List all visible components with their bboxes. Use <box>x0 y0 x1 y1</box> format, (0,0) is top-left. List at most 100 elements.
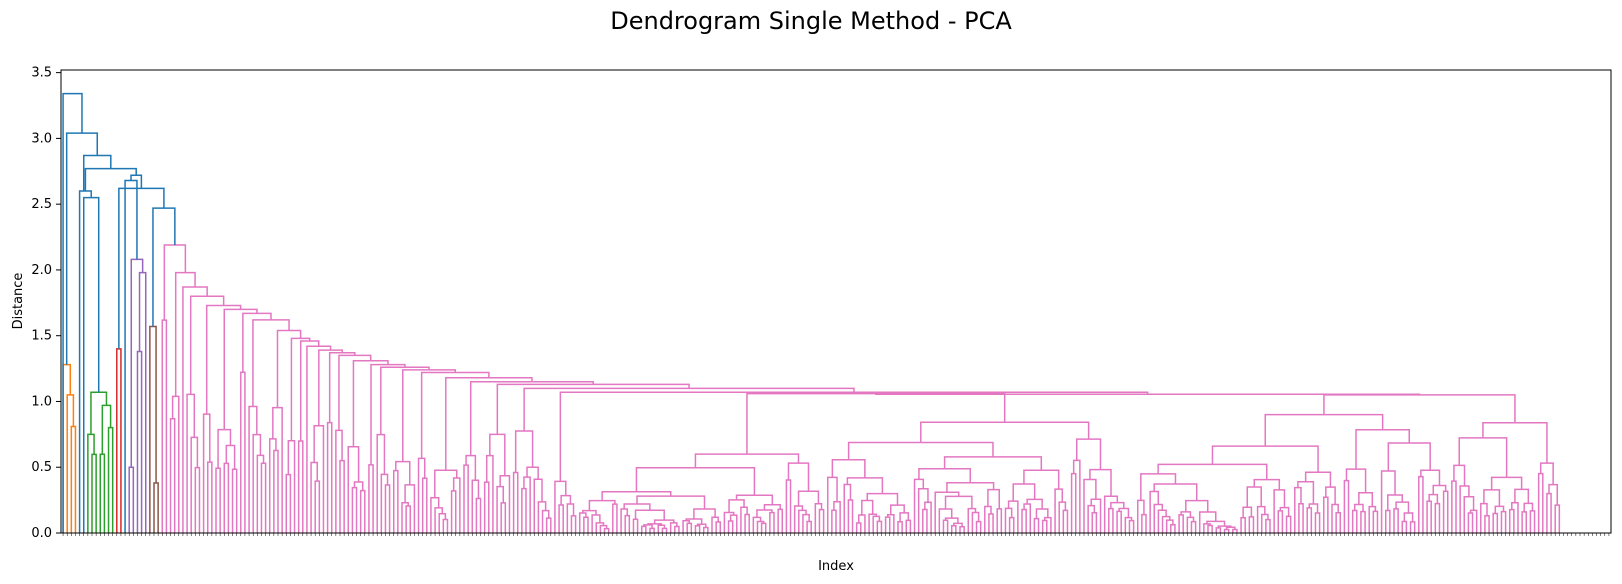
dendrogram-link <box>634 509 665 521</box>
dendrogram-link <box>521 487 527 533</box>
dendrogram-link <box>797 490 820 507</box>
dendrogram-link <box>545 517 552 533</box>
dendrogram-link <box>897 521 903 533</box>
dendrogram-link <box>1322 496 1329 533</box>
dendrogram-link <box>1232 528 1238 533</box>
dendrogram-link <box>124 179 138 533</box>
dendrogram-link <box>1384 509 1391 533</box>
dendrogram-link <box>514 430 534 473</box>
dendrogram-link <box>161 319 168 533</box>
dendrogram-link <box>831 459 866 478</box>
dendrogram-link <box>920 421 1090 443</box>
dendrogram-link <box>1492 512 1499 533</box>
dendrogram-link <box>857 514 866 533</box>
dendrogram-link <box>682 520 691 533</box>
dendrogram-link <box>987 488 1001 509</box>
dendrogram-link <box>988 513 994 533</box>
dendrogram-link <box>442 518 449 533</box>
dendrogram-link <box>496 485 505 533</box>
y-axis-label: Distance <box>11 273 26 330</box>
dendrogram-link <box>946 481 995 493</box>
dendrogram-link <box>1083 478 1097 533</box>
dendrogram-link <box>420 371 490 459</box>
dendrogram-link <box>918 467 972 483</box>
dendrogram-link <box>1225 526 1236 530</box>
dendrogram-link <box>727 520 734 533</box>
dendrogram-link <box>392 469 399 533</box>
dendrogram-link <box>711 516 719 533</box>
dendrogram-link <box>1153 483 1198 501</box>
dendrogram-link <box>189 295 225 395</box>
dendrogram-link <box>268 438 277 533</box>
dendrogram-link <box>694 524 701 533</box>
y-tick-label: 2.0 <box>31 263 52 278</box>
dendrogram-link <box>1469 509 1478 533</box>
dendrogram-link <box>70 425 77 533</box>
dendrogram-link <box>1153 503 1164 533</box>
y-tick-label: 2.5 <box>31 197 52 212</box>
dendrogram-link <box>905 519 912 533</box>
dendrogram-link <box>1494 505 1505 514</box>
dendrogram-link <box>872 515 881 533</box>
dendrogram-link <box>620 508 629 533</box>
dendrogram-link <box>847 499 854 533</box>
dendrogram-link <box>1554 504 1561 533</box>
dendrogram-link <box>1058 501 1067 533</box>
dendrogram-link <box>1265 518 1271 533</box>
dendrogram-link <box>1190 520 1197 533</box>
dendrogram-link <box>1409 521 1416 533</box>
dendrogram-link <box>500 502 507 533</box>
dendrogram-link <box>1480 502 1488 533</box>
dendrogram-link <box>1161 515 1171 533</box>
dendrogram-link <box>359 489 366 533</box>
dendrogram-link <box>1165 519 1174 533</box>
dendrogram-link <box>1185 499 1209 513</box>
dendrogram-link <box>1033 517 1040 533</box>
dendrogram-link <box>1108 507 1114 533</box>
dendrogram-link <box>1054 488 1064 533</box>
dendrogram-link <box>950 524 957 533</box>
dendrogram-link <box>1434 502 1441 533</box>
dendrogram-link <box>1467 512 1474 533</box>
dendrogram-link <box>339 459 345 533</box>
y-tick-label: 1.0 <box>31 394 52 409</box>
dendrogram-link <box>647 523 663 526</box>
dendrogram-link <box>1072 459 1081 533</box>
dendrogram-link <box>82 154 112 192</box>
dendrogram-link <box>541 509 550 533</box>
dendrogram-link <box>1157 463 1268 480</box>
dendrogram-link <box>1170 523 1176 533</box>
dendrogram-link <box>107 426 114 533</box>
dendrogram-link <box>612 503 618 533</box>
dendrogram-link <box>149 325 157 533</box>
dendrogram-link <box>1207 524 1213 533</box>
dendrogram-link <box>1091 512 1098 533</box>
dendrogram-link <box>763 504 781 510</box>
dendrogram-link <box>624 514 631 533</box>
dendrogram-link <box>450 490 457 533</box>
dendrogram-link <box>370 363 406 465</box>
dendrogram-link <box>483 481 490 533</box>
dendrogram-link <box>1076 438 1102 470</box>
dendrogram-link <box>78 190 92 533</box>
dendrogram-link <box>595 522 605 533</box>
dendrogram-link <box>583 516 589 533</box>
dendrogram-link <box>686 522 693 533</box>
dendrogram-link <box>194 466 201 533</box>
dendrogram-link <box>558 504 564 533</box>
dendrogram-link <box>899 512 910 522</box>
y-tick-label: 1.5 <box>31 329 52 344</box>
y-tick-label: 0.0 <box>31 526 52 541</box>
dendrogram-link <box>760 522 767 533</box>
dendrogram-link <box>831 509 837 533</box>
dendrogram-link <box>116 348 122 533</box>
dendrogram-link <box>338 354 372 431</box>
y-tick-label: 0.5 <box>31 460 52 475</box>
dendrogram-link <box>1372 510 1379 533</box>
dendrogram-link <box>1285 515 1292 533</box>
dendrogram-link <box>1458 437 1508 478</box>
dendrogram-link <box>922 508 928 533</box>
dendrogram-link <box>402 369 457 462</box>
dendrogram-link <box>1426 500 1432 533</box>
